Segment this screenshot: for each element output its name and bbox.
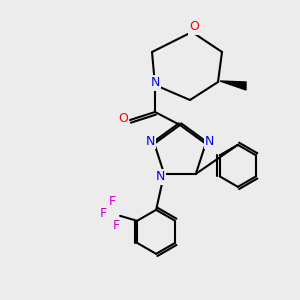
Text: N: N [155,170,165,183]
Text: N: N [205,135,214,148]
Text: F: F [100,207,106,220]
Text: N: N [150,76,160,89]
Polygon shape [220,81,246,90]
Text: F: F [109,195,116,208]
Text: N: N [146,135,155,148]
Text: F: F [112,219,120,232]
Text: O: O [189,20,199,34]
Text: O: O [118,112,128,125]
